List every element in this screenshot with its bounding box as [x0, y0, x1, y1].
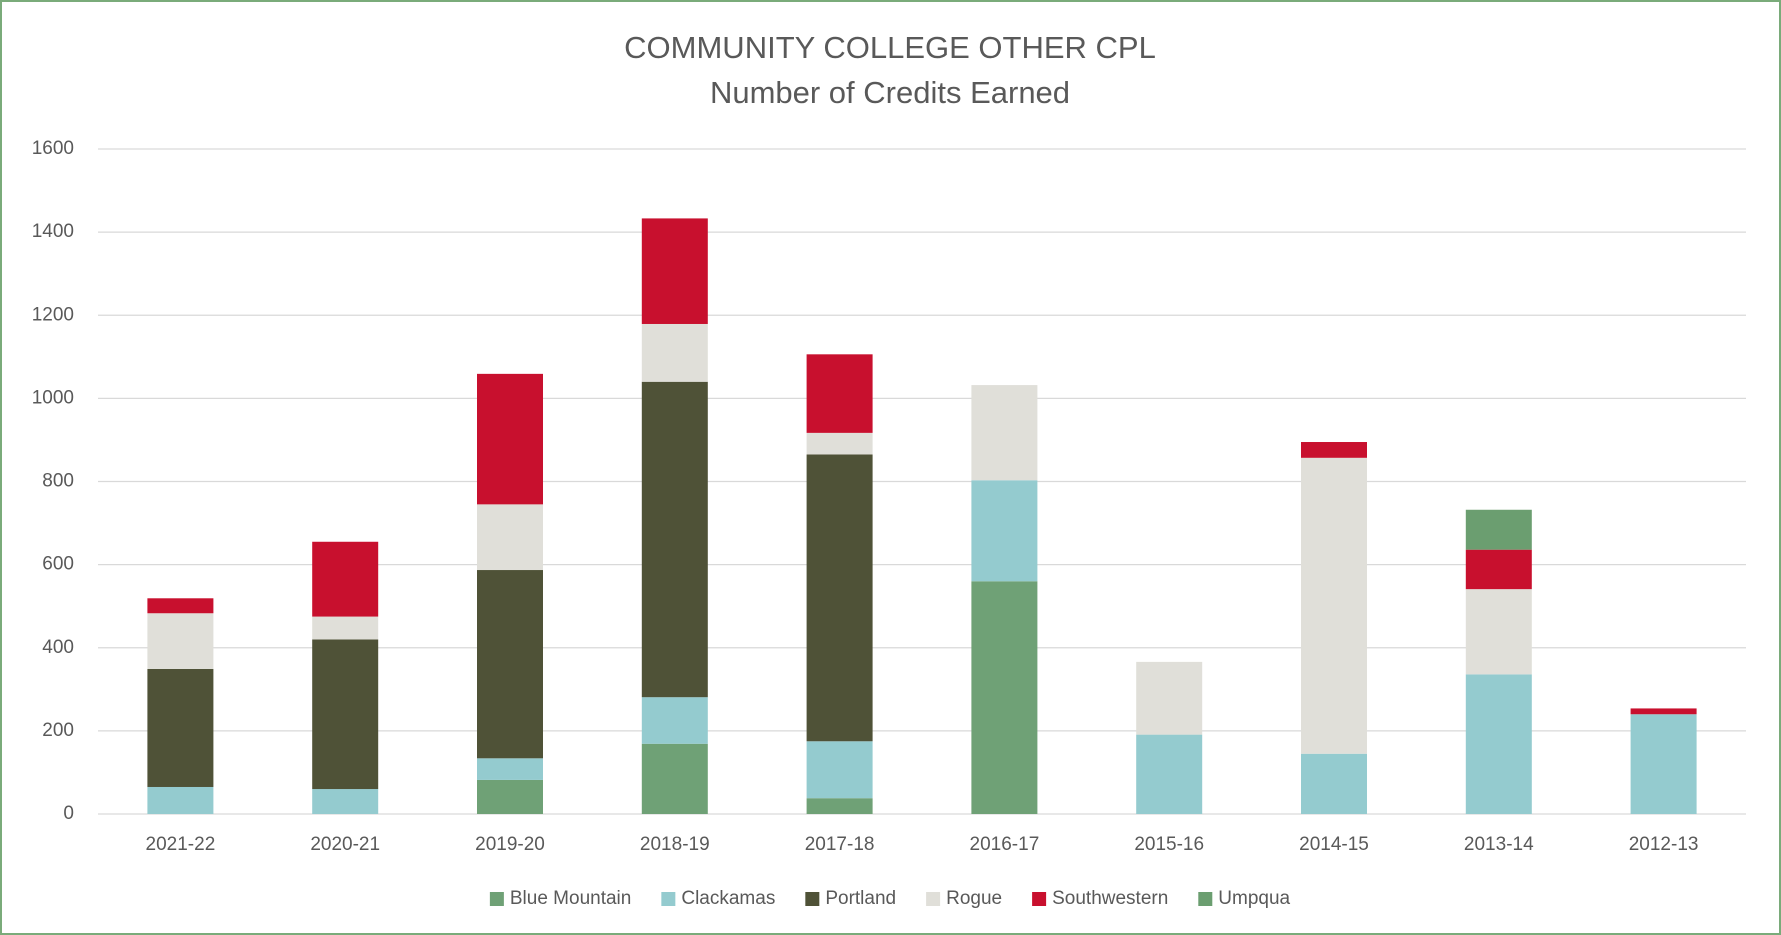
- x-tick-label: 2015-16: [1134, 834, 1204, 855]
- bar-segment: [147, 668, 214, 787]
- y-tick-label: 200: [42, 720, 74, 741]
- y-tick-label: 600: [42, 554, 74, 575]
- legend-swatch: [805, 892, 820, 906]
- bar-segment: [1136, 734, 1203, 814]
- bar-segment: [1630, 708, 1697, 715]
- bar-segment: [477, 779, 543, 814]
- bar-segment: [312, 789, 379, 814]
- y-tick-label: 800: [42, 471, 74, 492]
- legend-swatch: [1198, 892, 1213, 906]
- bar-segment: [312, 541, 379, 617]
- bar-segment: [1301, 753, 1367, 814]
- chart-subtitle: Number of Credits Earned: [710, 75, 1070, 110]
- legend-label: Blue Mountain: [510, 888, 631, 909]
- bar-segment: [1301, 457, 1367, 754]
- bar-segment: [1630, 714, 1697, 814]
- bar-segment: [971, 480, 1038, 582]
- legend-label: Portland: [825, 888, 896, 909]
- bar-segment: [477, 504, 543, 571]
- bar-segment: [1465, 674, 1532, 814]
- bar-segment: [1465, 589, 1532, 675]
- bar-segment: [806, 454, 873, 742]
- bar-segment: [312, 616, 379, 640]
- legend-swatch: [926, 892, 941, 906]
- bar-segment: [641, 381, 708, 698]
- x-tick-label: 2018-19: [640, 834, 710, 855]
- legend-swatch: [489, 892, 504, 906]
- bar-segment: [641, 697, 708, 744]
- x-tick-label: 2012-13: [1629, 834, 1699, 855]
- bar-segment: [971, 385, 1038, 481]
- legend-swatch: [661, 892, 676, 906]
- bar-segment: [806, 741, 873, 799]
- legend-label: Southwestern: [1052, 888, 1168, 909]
- y-tick-label: 1000: [32, 387, 74, 408]
- y-tick-label: 0: [63, 803, 74, 824]
- bar-segment: [312, 639, 379, 790]
- bar-segment: [806, 798, 873, 814]
- bar-segment: [477, 373, 543, 505]
- bar-segment: [641, 743, 708, 814]
- y-tick-label: 1200: [32, 304, 74, 325]
- bar-segment: [147, 598, 214, 614]
- legend-label: Rogue: [946, 888, 1002, 909]
- bar-segment: [477, 570, 543, 759]
- bar-segment: [1465, 549, 1532, 590]
- x-tick-label: 2016-17: [970, 834, 1040, 855]
- x-tick-label: 2014-15: [1299, 834, 1369, 855]
- bar-segment: [806, 354, 873, 433]
- y-tick-label: 1600: [32, 138, 74, 159]
- bar-segment: [147, 786, 214, 814]
- bar-segment: [971, 581, 1038, 814]
- x-tick-label: 2020-21: [310, 834, 380, 855]
- legend-swatch: [1032, 892, 1047, 906]
- x-tick-label: 2021-22: [146, 834, 216, 855]
- bar-segment: [1301, 442, 1367, 458]
- x-tick-label: 2013-14: [1464, 834, 1534, 855]
- x-tick-label: 2017-18: [805, 834, 875, 855]
- chart-title: COMMUNITY COLLEGE OTHER CPL: [624, 30, 1156, 65]
- bar-segment: [477, 758, 543, 780]
- x-tick-label: 2019-20: [475, 834, 545, 855]
- y-tick-label: 400: [42, 637, 74, 658]
- legend-label: Umpqua: [1218, 888, 1290, 909]
- bar-segment: [147, 613, 214, 669]
- legend-label: Clackamas: [681, 888, 775, 909]
- bar-segment: [1465, 509, 1532, 550]
- bar-segment: [1136, 661, 1203, 735]
- y-tick-label: 1400: [32, 221, 74, 242]
- bar-segment: [806, 432, 873, 455]
- bar-segment: [641, 323, 708, 382]
- bar-segment: [641, 218, 708, 324]
